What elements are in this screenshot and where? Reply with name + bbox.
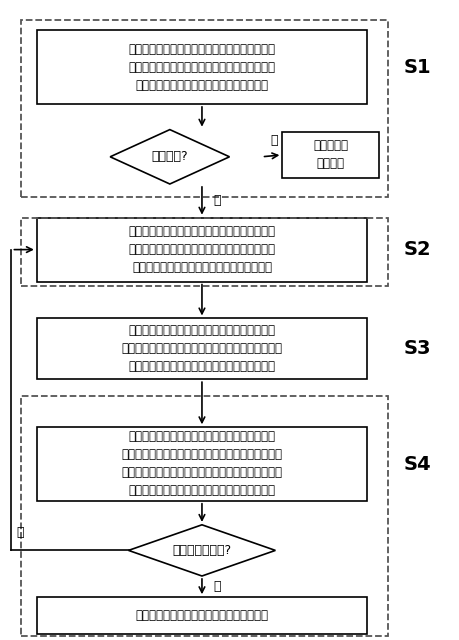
FancyBboxPatch shape	[37, 318, 367, 379]
FancyBboxPatch shape	[37, 597, 367, 634]
Text: 基于月度内不可变更检修设备和检修周期为月度
最大天数的设备，生成月度检修计划经济性优化
的初始基准方式数据并进行安全稳定性校核: 基于月度内不可变更检修设备和检修周期为月度 最大天数的设备，生成月度检修计划经济…	[129, 43, 275, 92]
Text: 结束，输出
告警信息: 结束，输出 告警信息	[313, 140, 348, 170]
Text: 否: 否	[16, 526, 23, 539]
Text: S2: S2	[404, 240, 431, 259]
Text: 基于月度内可调整检修设备的检修周期、同时、
顺序及互斥检修约束，生成所有可调整检修设备
不同检修开始日期下的检修计划方式计算数据: 基于月度内可调整检修设备的检修周期、同时、 顺序及互斥检修约束，生成所有可调整检…	[129, 225, 275, 274]
Text: S1: S1	[404, 58, 431, 77]
FancyBboxPatch shape	[37, 428, 367, 500]
FancyBboxPatch shape	[37, 218, 367, 282]
Polygon shape	[129, 525, 275, 576]
Text: 是: 是	[213, 195, 221, 207]
Text: 优先安排网损下降度指标大的设备进行检修，并
进行对应设备检修计划方式的安全稳定校核，不满足
安全稳定约束时进行调整。更新月度可调整检修设备
集合和月度检修计划经: 优先安排网损下降度指标大的设备进行检修，并 进行对应设备检修计划方式的安全稳定校…	[122, 431, 282, 497]
Text: 输出月度设备检修计划经济性优化编排方案: 输出月度设备检修计划经济性优化编排方案	[135, 609, 269, 622]
Text: 所有设备已安排?: 所有设备已安排?	[173, 544, 231, 557]
Text: 是: 是	[213, 580, 221, 593]
Text: 否: 否	[271, 134, 278, 147]
Text: 安全稳定?: 安全稳定?	[151, 150, 188, 163]
Text: S3: S3	[404, 339, 431, 358]
Text: 计算所有可调整检修设备可检修时间区间内不同
检修开始日期下电网月度最大总网损与最小总网损，
进而计算月度内可调整检修设备网损下降度指标: 计算所有可调整检修设备可检修时间区间内不同 检修开始日期下电网月度最大总网损与最…	[122, 324, 282, 373]
FancyBboxPatch shape	[37, 30, 367, 104]
Text: S4: S4	[404, 454, 431, 474]
Polygon shape	[110, 129, 230, 184]
FancyBboxPatch shape	[282, 132, 379, 178]
